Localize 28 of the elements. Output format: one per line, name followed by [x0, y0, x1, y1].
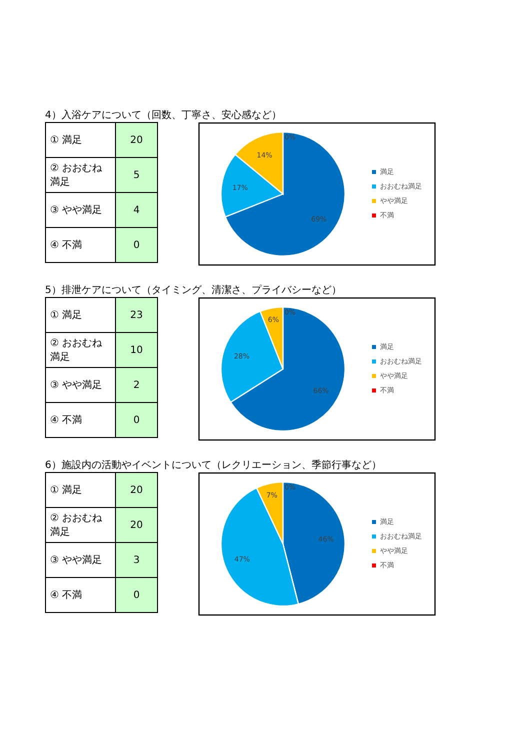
category-label: ③ やや満足	[46, 368, 116, 402]
data-label: 23	[116, 298, 158, 332]
data-label: 0	[116, 402, 158, 438]
category-label: ③ やや満足	[46, 542, 116, 578]
category-label: ① 満足	[46, 122, 116, 158]
category-label: ① 満足	[46, 298, 116, 332]
category-label: ① 満足	[46, 472, 116, 508]
category-label: ② おおむね満足	[46, 158, 116, 192]
data-label: 0	[116, 228, 158, 262]
category-label: ③ やや満足	[46, 192, 116, 228]
data-label: 4	[116, 192, 158, 228]
category-label: ② おおむね満足	[46, 332, 116, 368]
data-label: 10	[116, 332, 158, 368]
pie-slice	[224, 131, 346, 257]
category-label: ④ 不満	[46, 228, 116, 262]
data-label: 0	[116, 578, 158, 612]
text: 5）排泄ケアについて（タイミング、清潔さ、プライバシーなど）	[45, 284, 342, 297]
category-label: ④ 不満	[46, 578, 116, 612]
category-label: ④ 不満	[46, 402, 116, 438]
data-label: 20	[116, 472, 158, 508]
data-label: 5	[116, 158, 158, 192]
data-label: 20	[116, 122, 158, 158]
text: 4）入浴ケアについて（回数、丁寧さ、安心感など）	[45, 108, 282, 122]
category-label: ② おおむね満足	[46, 508, 116, 542]
data-label: 3	[116, 542, 158, 578]
data-label: 20	[116, 508, 158, 542]
data-label: 2	[116, 368, 158, 402]
text: 6）施設内の活動やイベントについて（レクリエーション、季節行事など）	[45, 458, 382, 472]
